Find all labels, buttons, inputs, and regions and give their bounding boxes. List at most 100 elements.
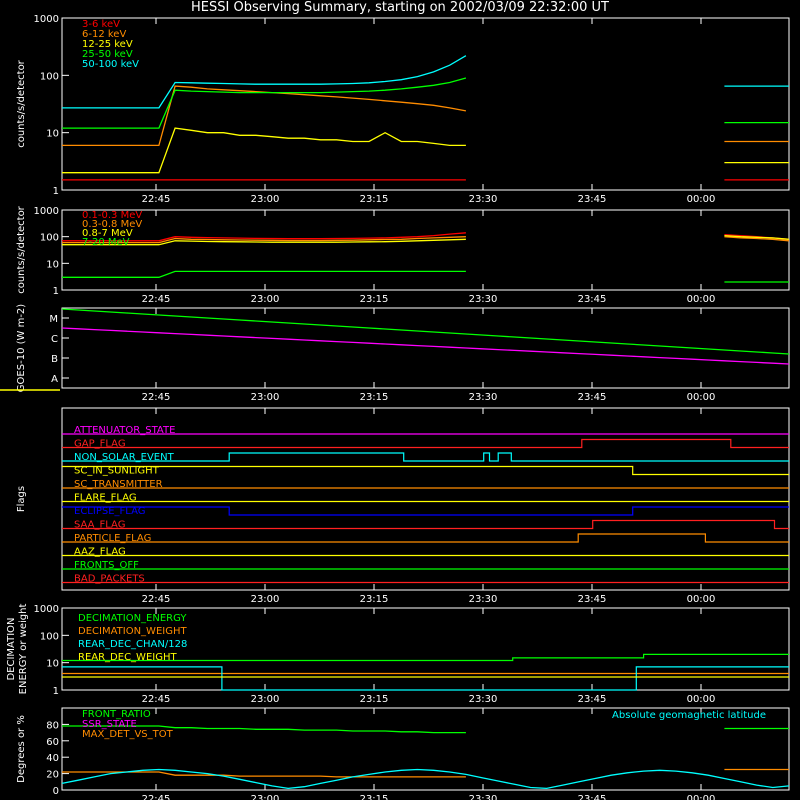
flags-ylabel: Flags (16, 486, 27, 512)
flag-label: ECLIPSE_FLAG (74, 506, 145, 517)
ratio-ylabel: Degrees or % (16, 715, 27, 783)
high-energy-legend-item: 7-20 MeV (82, 237, 130, 248)
low-energy-legend-item: 12-25 keV (82, 39, 133, 50)
low-energy-legend-item: 6-12 keV (82, 29, 126, 40)
goes-ylabel: GOES-10 (W m-2) (16, 304, 27, 392)
ratio-legend-item: FRONT_RATIO (82, 709, 151, 720)
flag-label: BAD_PACKETS (74, 574, 145, 585)
flag-step-line (62, 452, 789, 462)
ratio-ytick-label: 60 (46, 737, 59, 748)
goes-series-line (61, 308, 790, 355)
low-energy-ytick-label: 1 (53, 186, 59, 197)
flag-step-line (62, 506, 789, 516)
goes-ytick-label: B (51, 354, 58, 365)
low-energy-series-line (62, 85, 789, 147)
flags-xtick-label: 00:00 (687, 594, 716, 605)
ratio-legend-item: MAX_DET_VS_TOT (82, 729, 174, 740)
high-energy-panel-frame (61, 209, 790, 291)
goes-series-line (61, 327, 790, 365)
goes-ytick-label: C (51, 334, 58, 345)
low-energy-ytick-label: 10 (46, 129, 59, 140)
high-energy-xtick-label: 23:15 (360, 294, 389, 305)
goes-ytick-label: A (51, 374, 58, 385)
decimation-series-line (62, 653, 789, 662)
ratio-xtick-label: 23:45 (578, 794, 607, 800)
flags-xtick-label: 23:00 (251, 594, 280, 605)
goes-ytick-label: M (49, 314, 58, 325)
decimation-series-line (62, 666, 789, 691)
low-energy-ylabel: counts/s/detector (16, 59, 27, 147)
low-energy-xtick-label: 23:15 (360, 194, 389, 205)
low-energy-ytick-label: 100 (40, 71, 59, 82)
high-energy-xtick-label: 22:45 (142, 294, 171, 305)
flag-label: ATTENUATOR_STATE (74, 425, 175, 436)
high-energy-xtick-label: 00:00 (687, 294, 716, 305)
ratio-series-line (61, 768, 790, 790)
decimation-xtick-label: 23:15 (360, 694, 389, 705)
high-energy-legend-item: 0.8-7 MeV (82, 228, 133, 239)
flag-label: PARTICLE_FLAG (74, 533, 151, 544)
flag-label: GAP_FLAG (74, 439, 126, 450)
high-energy-ylabel: counts/s/detector (16, 205, 27, 293)
decimation-legend-item: DECIMATION_ENERGY (78, 613, 187, 624)
flags-xtick-label: 22:45 (142, 594, 171, 605)
decimation-xtick-label: 23:45 (578, 694, 607, 705)
ratio-xtick-label: 23:15 (360, 794, 389, 800)
decimation-legend-item: REAR_DEC_CHAN/128 (78, 639, 187, 650)
ratio-xtick-label: 22:45 (142, 794, 171, 800)
decimation-xtick-label: 23:00 (251, 694, 280, 705)
goes-xtick-label: 23:45 (578, 392, 607, 403)
page-title: HESSI Observing Summary, starting on 200… (191, 0, 609, 15)
low-energy-xtick-label: 00:00 (687, 194, 716, 205)
high-energy-legend-item: 0.1-0.3 MeV (82, 210, 142, 221)
flag-label: FRONTS_OFF (74, 560, 139, 571)
decimation-ylabel: DECIMATION (6, 617, 17, 680)
flags-panel-frame (61, 407, 790, 591)
decimation-legend-item: DECIMATION_WEIGHT (78, 626, 187, 637)
low-energy-legend-item: 25-50 keV (82, 49, 133, 60)
high-energy-series-line (62, 236, 790, 244)
low-energy-legend-item: 50-100 keV (82, 59, 139, 70)
low-energy-panel-frame (61, 17, 790, 191)
flags-xtick-label: 23:30 (469, 594, 498, 605)
goes-xtick-label: 23:15 (360, 392, 389, 403)
goes-xtick-label: 00:00 (687, 392, 716, 403)
decimation-ytick-label: 10 (46, 659, 59, 670)
decimation-xtick-label: 00:00 (687, 694, 716, 705)
ratio-xtick-label: 23:30 (469, 794, 498, 800)
decimation-ytick-label: 100 (40, 631, 59, 642)
flag-step-line (62, 533, 789, 543)
ratio-xtick-label: 00:00 (687, 794, 716, 800)
high-energy-series-line (62, 234, 790, 246)
high-energy-xtick-label: 23:00 (251, 294, 280, 305)
flags-xtick-label: 23:15 (360, 594, 389, 605)
decimation-ytick-label: 1 (53, 686, 59, 697)
low-energy-series-line (62, 77, 789, 129)
flag-step-line (62, 465, 789, 476)
ratio-xtick-label: 23:00 (251, 794, 280, 800)
goes-panel-frame (61, 307, 790, 389)
flag-label: SAA_FLAG (74, 520, 125, 531)
flag-label: AAZ_FLAG (74, 547, 126, 558)
flags-xtick-label: 23:45 (578, 594, 607, 605)
low-energy-xtick-label: 23:00 (251, 194, 280, 205)
ratio-ytick-label: 80 (46, 720, 59, 731)
high-energy-legend-item: 0.3-0.8 MeV (82, 219, 142, 230)
goes-xtick-label: 22:45 (142, 392, 171, 403)
decimation-ytick-label: 1000 (34, 604, 59, 615)
flag-step-line (62, 519, 789, 530)
ratio-panel-frame (61, 707, 790, 791)
low-energy-ytick-label: 1000 (34, 14, 59, 25)
flag-step-line (62, 438, 789, 449)
ratio-ytick-label: 0 (53, 786, 59, 797)
goes-xtick-label: 23:00 (251, 392, 280, 403)
decimation-ylabel: ENERGY or weight (18, 604, 29, 695)
flag-label: NON_SOLAR_EVENT (74, 452, 175, 463)
ratio-legend-item: SSR_STATE (82, 719, 137, 730)
decimation-xtick-label: 22:45 (142, 694, 171, 705)
high-energy-xtick-label: 23:45 (578, 294, 607, 305)
high-energy-series-line (62, 270, 789, 283)
low-energy-xtick-label: 23:45 (578, 194, 607, 205)
high-energy-ytick-label: 10 (46, 259, 59, 270)
